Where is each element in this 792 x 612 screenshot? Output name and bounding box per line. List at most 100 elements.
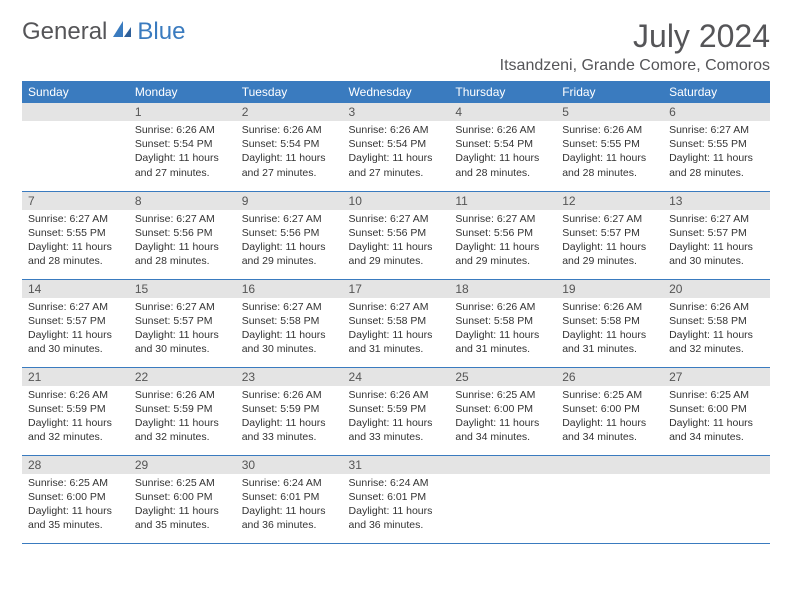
calendar-head: SundayMondayTuesdayWednesdayThursdayFrid… — [22, 81, 770, 103]
sunrise-label: Sunrise: — [135, 213, 176, 225]
day-number: 12 — [556, 192, 663, 210]
day-body: Sunrise: 6:26 AMSunset: 5:59 PMDaylight:… — [343, 386, 450, 449]
calendar-week-row: 21Sunrise: 6:26 AMSunset: 5:59 PMDayligh… — [22, 367, 770, 455]
sunrise-value: 6:26 AM — [176, 124, 215, 136]
sunrise-value: 6:26 AM — [390, 389, 429, 401]
sunrise-label: Sunrise: — [349, 389, 390, 401]
daylight-label: Daylight: — [349, 329, 393, 341]
sunset-value: 5:57 PM — [601, 227, 640, 239]
sunrise-label: Sunrise: — [28, 477, 69, 489]
sunset-label: Sunset: — [135, 138, 174, 150]
daylight-label: Daylight: — [669, 329, 713, 341]
day-body: Sunrise: 6:25 AMSunset: 6:00 PMDaylight:… — [556, 386, 663, 449]
month-title: July 2024 — [500, 18, 770, 55]
day-number: 9 — [236, 192, 343, 210]
day-body: Sunrise: 6:26 AMSunset: 5:59 PMDaylight:… — [22, 386, 129, 449]
calendar-day-cell — [556, 455, 663, 543]
day-number-empty — [449, 456, 556, 474]
sunrise-value: 6:27 AM — [711, 213, 750, 225]
calendar-day-cell: 6Sunrise: 6:27 AMSunset: 5:55 PMDaylight… — [663, 103, 770, 191]
day-body: Sunrise: 6:26 AMSunset: 5:54 PMDaylight:… — [343, 121, 450, 184]
sunset-value: 6:00 PM — [67, 491, 106, 503]
day-body: Sunrise: 6:27 AMSunset: 5:58 PMDaylight:… — [343, 298, 450, 361]
sunset-value: 5:58 PM — [280, 315, 319, 327]
calendar-day-cell: 2Sunrise: 6:26 AMSunset: 5:54 PMDaylight… — [236, 103, 343, 191]
sunset-label: Sunset: — [135, 315, 174, 327]
sunrise-value: 6:25 AM — [604, 389, 643, 401]
day-body: Sunrise: 6:24 AMSunset: 6:01 PMDaylight:… — [236, 474, 343, 537]
brand-sail-icon — [111, 18, 133, 46]
day-body: Sunrise: 6:27 AMSunset: 5:57 PMDaylight:… — [663, 210, 770, 273]
sunset-value: 5:54 PM — [387, 138, 426, 150]
sunrise-label: Sunrise: — [669, 213, 710, 225]
sunrise-value: 6:26 AM — [497, 124, 536, 136]
sunrise-value: 6:24 AM — [390, 477, 429, 489]
calendar-day-cell: 5Sunrise: 6:26 AMSunset: 5:55 PMDaylight… — [556, 103, 663, 191]
day-body: Sunrise: 6:27 AMSunset: 5:57 PMDaylight:… — [22, 298, 129, 361]
day-number: 28 — [22, 456, 129, 474]
sunset-label: Sunset: — [135, 227, 174, 239]
day-number: 19 — [556, 280, 663, 298]
sunset-value: 5:57 PM — [708, 227, 747, 239]
calendar-day-cell — [22, 103, 129, 191]
day-body: Sunrise: 6:27 AMSunset: 5:56 PMDaylight:… — [129, 210, 236, 273]
sunrise-label: Sunrise: — [135, 389, 176, 401]
day-number-empty — [556, 456, 663, 474]
sunset-label: Sunset: — [28, 315, 67, 327]
calendar-week-row: 7Sunrise: 6:27 AMSunset: 5:55 PMDaylight… — [22, 191, 770, 279]
sunset-label: Sunset: — [669, 403, 708, 415]
daylight-label: Daylight: — [28, 329, 72, 341]
calendar-day-cell: 29Sunrise: 6:25 AMSunset: 6:00 PMDayligh… — [129, 455, 236, 543]
day-number: 5 — [556, 103, 663, 121]
brand-text-1: General — [22, 18, 107, 46]
day-body: Sunrise: 6:27 AMSunset: 5:57 PMDaylight:… — [129, 298, 236, 361]
sunrise-value: 6:24 AM — [283, 477, 322, 489]
brand-text-2: Blue — [137, 18, 185, 46]
sunrise-label: Sunrise: — [135, 301, 176, 313]
daylight-label: Daylight: — [242, 417, 286, 429]
calendar-day-cell: 1Sunrise: 6:26 AMSunset: 5:54 PMDaylight… — [129, 103, 236, 191]
sunrise-label: Sunrise: — [242, 477, 283, 489]
calendar-day-cell: 27Sunrise: 6:25 AMSunset: 6:00 PMDayligh… — [663, 367, 770, 455]
sunrise-value: 6:25 AM — [497, 389, 536, 401]
calendar-day-cell — [449, 455, 556, 543]
day-number: 20 — [663, 280, 770, 298]
sunset-label: Sunset: — [242, 403, 281, 415]
daylight-label: Daylight: — [28, 241, 72, 253]
calendar-day-cell — [663, 455, 770, 543]
day-body-empty — [449, 474, 556, 534]
sunset-value: 5:58 PM — [708, 315, 747, 327]
daylight-label: Daylight: — [28, 417, 72, 429]
sunset-value: 5:55 PM — [67, 227, 106, 239]
sunrise-value: 6:26 AM — [283, 124, 322, 136]
sunrise-label: Sunrise: — [349, 124, 390, 136]
sunrise-value: 6:26 AM — [176, 389, 215, 401]
sunset-label: Sunset: — [242, 138, 281, 150]
sunset-value: 5:56 PM — [387, 227, 426, 239]
day-body: Sunrise: 6:25 AMSunset: 6:00 PMDaylight:… — [129, 474, 236, 537]
weekday-header: Sunday — [22, 81, 129, 103]
sunrise-label: Sunrise: — [349, 213, 390, 225]
daylight-label: Daylight: — [669, 241, 713, 253]
sunset-label: Sunset: — [669, 315, 708, 327]
sunrise-value: 6:27 AM — [711, 124, 750, 136]
calendar-day-cell: 8Sunrise: 6:27 AMSunset: 5:56 PMDaylight… — [129, 191, 236, 279]
calendar-day-cell: 15Sunrise: 6:27 AMSunset: 5:57 PMDayligh… — [129, 279, 236, 367]
day-number: 24 — [343, 368, 450, 386]
sunset-value: 5:55 PM — [601, 138, 640, 150]
daylight-label: Daylight: — [455, 152, 499, 164]
day-number: 27 — [663, 368, 770, 386]
sunset-value: 5:57 PM — [67, 315, 106, 327]
day-body: Sunrise: 6:27 AMSunset: 5:56 PMDaylight:… — [343, 210, 450, 273]
day-number: 21 — [22, 368, 129, 386]
daylight-label: Daylight: — [135, 241, 179, 253]
sunset-value: 6:00 PM — [494, 403, 533, 415]
sunrise-value: 6:27 AM — [69, 301, 108, 313]
sunset-label: Sunset: — [562, 315, 601, 327]
calendar-week-row: 28Sunrise: 6:25 AMSunset: 6:00 PMDayligh… — [22, 455, 770, 543]
weekday-header: Wednesday — [343, 81, 450, 103]
daylight-label: Daylight: — [455, 329, 499, 341]
day-number-empty — [663, 456, 770, 474]
sunrise-label: Sunrise: — [455, 389, 496, 401]
day-number: 4 — [449, 103, 556, 121]
